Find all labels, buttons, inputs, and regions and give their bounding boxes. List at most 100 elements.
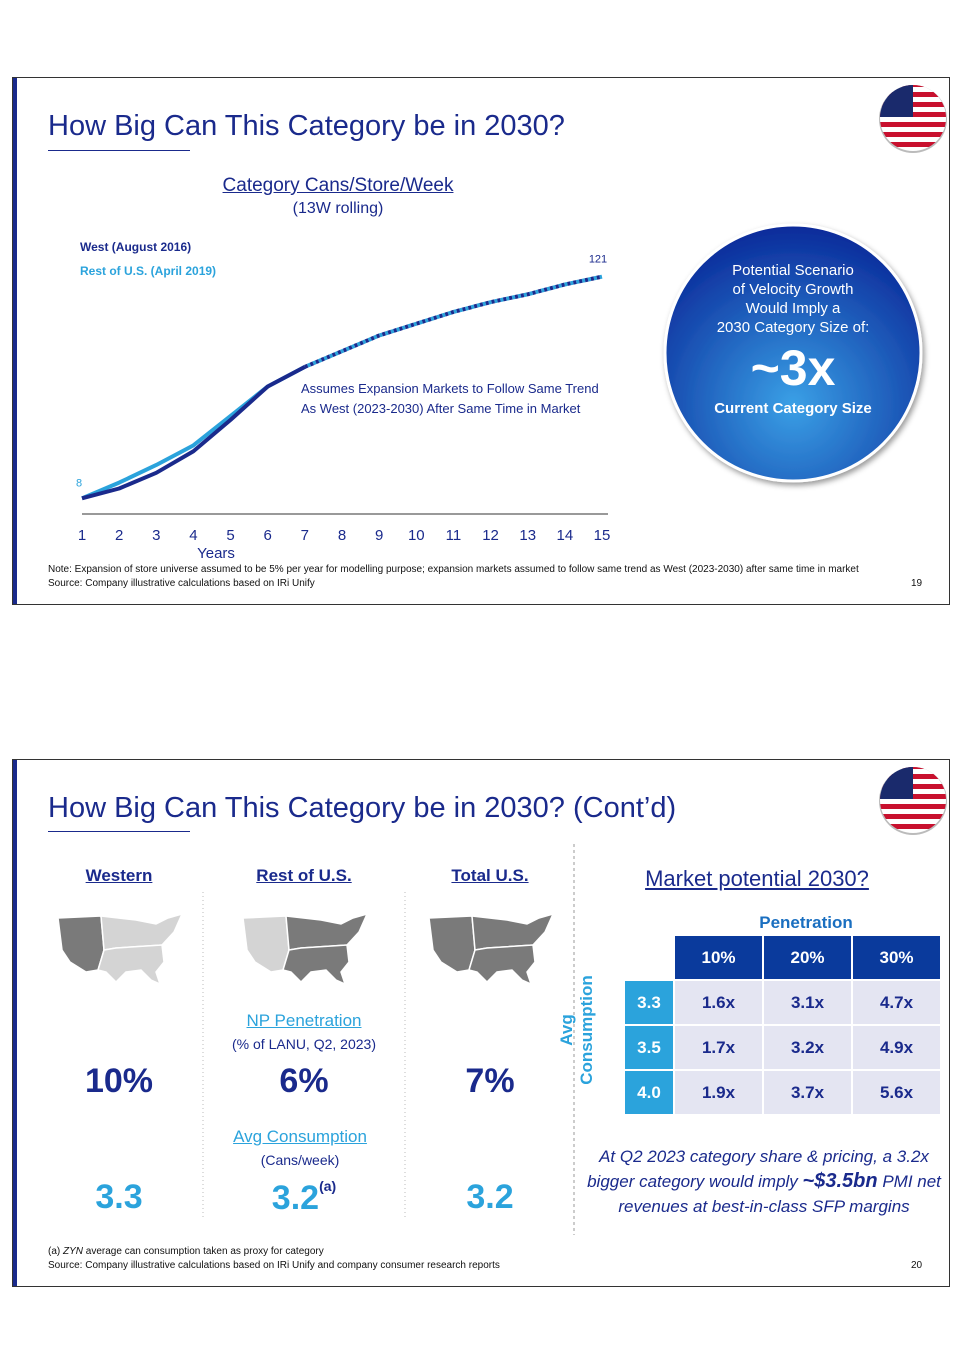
x-tick-label: 9 — [375, 527, 383, 544]
flag — [879, 85, 947, 153]
callout-line: of Velocity Growth — [732, 281, 854, 298]
table-cell: 3.1x — [764, 981, 851, 1024]
conclusion-bold: ~$3.5bn — [802, 1170, 878, 1192]
column-header: Penetration — [759, 913, 853, 932]
flag — [879, 767, 947, 835]
map-region — [97, 944, 165, 986]
table-cell: 1.6x — [675, 981, 762, 1024]
table-cell: 1.9x — [675, 1071, 762, 1114]
consumption-value: 3.2 — [466, 1178, 513, 1217]
x-axis-label: Years — [197, 545, 235, 562]
x-tick-label: 1 — [78, 527, 86, 544]
column-label: 30% — [853, 936, 940, 979]
table-cell: 3.7x — [764, 1071, 851, 1114]
source: Source: Company illustrative calculation… — [48, 578, 315, 589]
map-region — [100, 912, 184, 951]
row-label: 3.3 — [625, 981, 673, 1024]
title-underline — [48, 150, 190, 151]
note: Note: Expansion of store universe assume… — [48, 564, 859, 575]
chart-title: Category Cans/Store/Week — [222, 175, 454, 196]
row-label: 4.0 — [625, 1071, 673, 1114]
series-projection — [304, 274, 603, 369]
row-header-line: Avg — [557, 1014, 576, 1046]
title-underline — [48, 831, 190, 832]
map-region — [285, 912, 369, 951]
market-table: 10% 20% 30% 3.3 1.6x 3.1x 4.7x 3.5 1.7x 3.2x 4.9x 4… — [623, 934, 942, 1116]
slide-title: How Big Can This Category be in 2030? (C… — [48, 792, 677, 824]
region-map — [242, 912, 369, 986]
footnote-brand: ZYN — [63, 1246, 84, 1257]
table-cell: 1.7x — [675, 1026, 762, 1069]
table-cell: 4.9x — [853, 1026, 940, 1069]
map-region — [468, 944, 536, 986]
penetration-value: 6% — [279, 1062, 329, 1100]
header-row: 10% 20% 30% — [625, 936, 940, 979]
table-cell: 3.2x — [764, 1026, 851, 1069]
accent-bar — [13, 760, 17, 1286]
map-region — [428, 915, 476, 973]
accent-bar — [13, 78, 17, 604]
page-number: 20 — [911, 1260, 923, 1271]
conclusion-text: At Q2 2023 category share & pricing, a 3… — [587, 1147, 929, 1191]
column-label: 20% — [764, 936, 851, 979]
callout-text: Potential Scenario of Velocity Growth Wo… — [714, 261, 872, 418]
consumption-value: 3.3 — [95, 1178, 142, 1217]
map-region — [57, 915, 105, 973]
x-tick-label: 2 — [115, 527, 123, 544]
page-number: 19 — [911, 578, 923, 589]
annotation: Assumes Expansion Markets to Follow Same… — [301, 381, 599, 396]
consumption-number: 3.2 — [466, 1178, 514, 1216]
row-header: Avg Consumption — [557, 975, 597, 1085]
conclusion-text: PMI net revenues at best-in-class SFP ma… — [618, 1172, 941, 1216]
consumption-value: 3.2(a) — [272, 1178, 336, 1218]
footnote-text: average can consumption taken as proxy f… — [85, 1246, 324, 1257]
x-tick-label: 3 — [152, 527, 160, 544]
region-header: Rest of U.S. — [256, 866, 352, 885]
map-region — [242, 915, 290, 973]
legend-label: Rest of U.S. (April 2019) — [80, 264, 216, 278]
x-tick-label: 13 — [519, 527, 536, 544]
footnote: (a) ZYN average can consumption taken as… — [48, 1246, 324, 1257]
region-header: Total U.S. — [451, 866, 529, 885]
source: Source: Company illustrative calculation… — [48, 1260, 500, 1271]
conclusion: At Q2 2023 category share & pricing, a 3… — [579, 1144, 949, 1219]
market-title: Market potential 2030? — [645, 866, 869, 891]
callout-circle — [663, 223, 923, 483]
slide: How Big Can This Category be in 2030? Ca… — [12, 77, 950, 605]
row-label: 3.5 — [625, 1026, 673, 1069]
chart-subtitle: (13W rolling) — [292, 200, 384, 217]
x-tick-label: 12 — [482, 527, 499, 544]
callout-line: Would Imply a — [745, 300, 841, 317]
table-row: 3.3 1.6x 3.1x 4.7x — [625, 981, 940, 1024]
series-projection — [304, 274, 603, 369]
x-tick-label: 15 — [594, 527, 611, 544]
region-map — [428, 912, 555, 986]
map-region — [471, 912, 555, 951]
x-tick-label: 5 — [226, 527, 234, 544]
callout-line: 2030 Category Size of: — [716, 319, 870, 336]
region-map — [57, 912, 184, 986]
map-region — [282, 944, 350, 986]
penetration-sub: (% of LANU, Q2, 2023) — [232, 1036, 376, 1052]
consumption-note: (a) — [319, 1178, 337, 1194]
series-line — [81, 365, 306, 501]
table-row: 4.0 1.9x 3.7x 5.6x — [625, 1071, 940, 1114]
x-tick-label: 8 — [338, 527, 346, 544]
consumption-number: 3.2 — [271, 1179, 320, 1217]
penetration-value: 7% — [465, 1062, 515, 1100]
x-tick-label: 10 — [408, 527, 425, 544]
table-cell: 5.6x — [853, 1071, 940, 1114]
callout-big: ~3x — [750, 340, 836, 396]
corner — [625, 936, 673, 979]
x-tick-label: 11 — [446, 527, 462, 544]
slide: How Big Can This Category be in 2030? (C… — [12, 759, 950, 1287]
table-row: 3.5 1.7x 3.2x 4.9x — [625, 1026, 940, 1069]
legend-label: West (August 2016) — [80, 240, 191, 254]
column-label: 10% — [675, 936, 762, 979]
region-header: Western — [85, 866, 153, 885]
callout-line: Potential Scenario — [732, 262, 854, 279]
x-tick-label: 14 — [557, 527, 574, 544]
penetration-label: NP Penetration — [246, 1011, 362, 1030]
